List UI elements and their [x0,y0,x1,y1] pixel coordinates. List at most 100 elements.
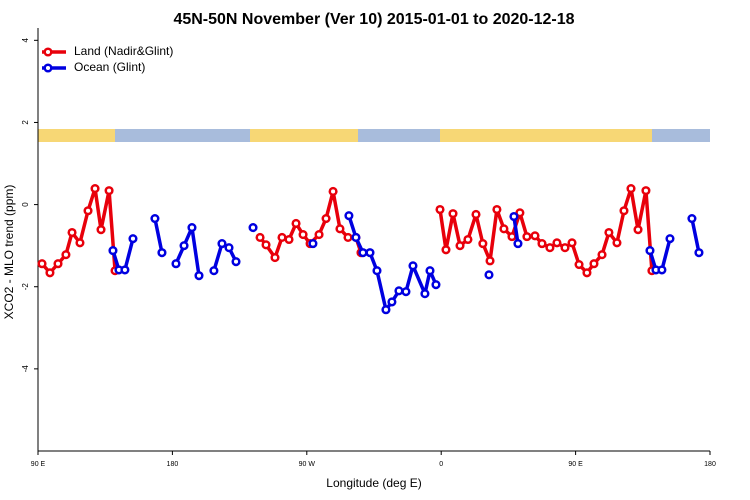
data-point [128,234,138,244]
data-point [530,231,540,241]
data-point [67,227,77,238]
data-point [217,239,227,249]
legend-marker [43,47,53,57]
data-point [314,230,324,240]
data-point [513,239,523,249]
data-point [687,214,697,224]
data-point [224,243,234,253]
data-point [499,224,509,234]
data-point [328,186,338,197]
data-point [567,238,577,248]
data-point [626,184,636,194]
data-point [394,286,404,296]
data-point [194,271,204,281]
data-point [150,214,160,224]
data-point [209,266,219,276]
data-point [96,225,106,235]
data-point [425,266,435,276]
data-point [435,204,445,215]
data-point [231,257,241,267]
data-point [492,204,502,215]
x-tick-label: 90 W [299,461,316,468]
y-tick-label: 0 [21,202,30,207]
legend-label: Land (Nadir&Glint) [74,44,173,58]
data-point [694,248,704,258]
data-point [665,234,675,244]
data-point [255,232,265,242]
data-point [83,206,93,216]
data-point [351,232,361,242]
data-point [298,230,308,240]
y-tick-label: 4 [21,38,30,43]
data-point [387,297,397,307]
data-point [545,243,555,253]
data-point [604,227,614,238]
data-point [431,280,441,290]
data-point [597,250,607,260]
y-tick-label: -2 [21,283,30,291]
data-point [291,218,301,229]
data-point [589,259,599,269]
x-axis-title: Longitude (deg E) [326,476,421,490]
data-point [381,305,391,315]
data-point [344,211,354,221]
data-point [455,241,465,251]
legend-label: Ocean (Glint) [74,60,145,74]
x-tick-label: 180 [167,461,179,468]
data-point [420,289,430,299]
data-point [619,206,629,216]
data-point [120,265,130,275]
data-point [157,248,167,258]
data-point [515,208,525,218]
data-point [537,239,547,249]
data-point [358,248,368,258]
data-point [408,261,418,271]
data-point [321,214,331,224]
x-tick-label: 180 [704,461,716,468]
data-point [335,224,345,234]
data-point [75,238,85,248]
data-point [284,234,294,245]
data-point [108,246,118,256]
data-point [45,268,55,278]
y-tick-label: -4 [21,365,30,373]
y-axis-title: XCO2 - MLO trend (ppm) [2,185,16,320]
data-point [179,241,189,251]
data-point [471,209,481,219]
data-point [104,186,114,196]
data-point [574,260,584,270]
data-point [657,265,667,275]
data-point [522,232,532,242]
series-line [40,186,654,275]
data-point [248,223,258,233]
data-point [171,259,181,269]
data-point [365,248,375,258]
data-point [641,186,651,196]
data-point [507,232,517,242]
data-point [463,234,473,245]
data-point [90,184,100,194]
data-point [61,250,71,260]
data-point [645,246,655,256]
x-tick-label: 90 E [31,461,46,468]
data-point [484,270,494,280]
data-point [485,256,495,266]
x-tick-label: 90 E [568,461,583,468]
data-point [582,268,592,278]
data-point [270,253,280,263]
data-point [261,240,271,250]
data-point [343,232,353,242]
data-point [277,232,287,242]
data-point [308,239,318,249]
data-point [441,245,451,255]
x-tick-label: 0 [439,461,443,468]
data-point [552,238,562,248]
data-point [53,259,63,269]
data-point [612,238,622,248]
data-point [478,239,488,249]
data-point [187,223,197,233]
legend-marker [43,63,53,73]
chart-title: 45N-50N November (Ver 10) 2015-01-01 to … [173,11,574,28]
data-point [509,211,519,222]
